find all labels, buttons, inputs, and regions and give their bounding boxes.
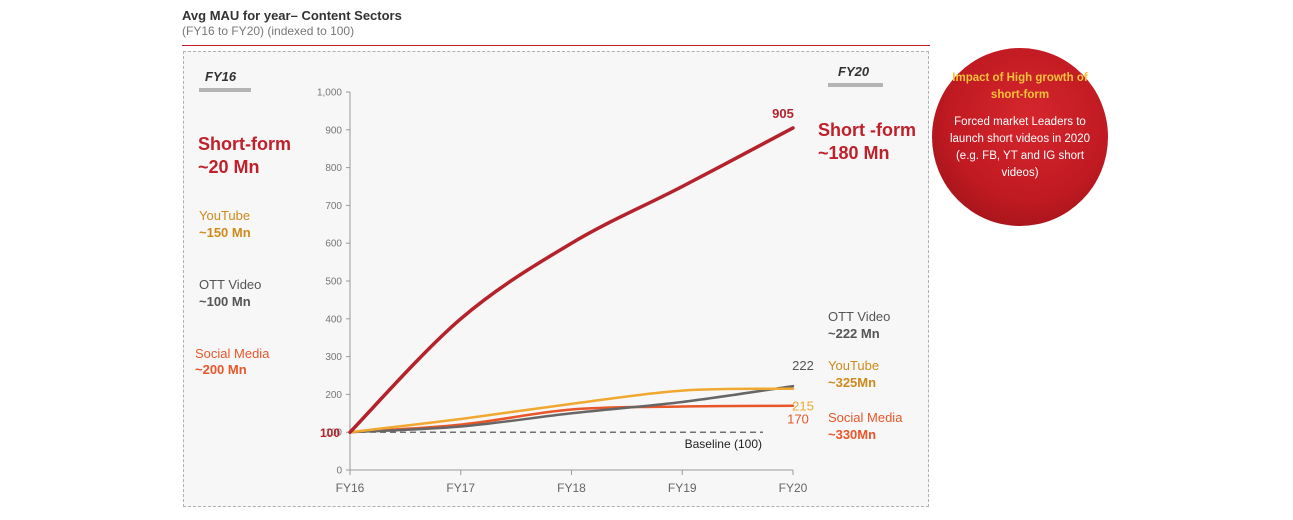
right-youtube-name: YouTube (828, 358, 880, 373)
period-end-bar (828, 83, 883, 87)
data-labels-group: 905 215 222 170 100 (320, 106, 814, 440)
start-value-label: 100 (320, 426, 340, 440)
callout-heading: Impact of High growth of short-form (952, 72, 1088, 101)
series-line-short_form (348, 126, 795, 434)
y-tick-label: 800 (325, 163, 342, 174)
chart-title: Avg MAU for year– Content Sectors (182, 8, 402, 23)
y-tick-label: 500 (325, 277, 342, 288)
period-start-bar (199, 88, 251, 92)
end-value-label-ott: 222 (792, 358, 814, 373)
title-divider (182, 45, 930, 46)
callout-body: Forced market Leaders to launch short vi… (949, 116, 1090, 179)
chart-frame (183, 51, 929, 507)
series-group (348, 126, 795, 434)
y-tick-label: 0 (336, 466, 342, 477)
left-youtube-name: YouTube (199, 208, 251, 223)
y-tick-label: 700 (325, 201, 342, 212)
impact-callout: Impact of High growth of short-form Forc… (932, 48, 1108, 226)
y-tick-label: 900 (325, 125, 342, 136)
y-tick-label: 1,000 (317, 88, 342, 99)
right-ott-value: ~222 Mn (828, 326, 880, 341)
x-tick-label: FY17 (446, 481, 475, 495)
x-tick-label: FY18 (557, 481, 586, 495)
y-tick-label: 100 (325, 428, 342, 439)
end-value-label-short_form: 905 (772, 106, 794, 121)
right-social-name: Social Media (828, 410, 903, 425)
left-social-name: Social Media (195, 346, 270, 361)
chart-subtitle: (FY16 to FY20) (indexed to 100) (182, 24, 355, 38)
series-line-ott (348, 384, 795, 434)
left-shortform-name: Short-form (198, 134, 291, 154)
right-shortform-name: Short -form (818, 120, 916, 140)
baseline-label: Baseline (100) (685, 437, 762, 451)
right-shortform-value: ~180 Mn (818, 143, 890, 163)
left-shortform-value: ~20 Mn (198, 157, 260, 177)
series-line-youtube (348, 387, 795, 434)
left-ott-value: ~100 Mn (199, 294, 251, 309)
baseline-group: Baseline (100) (350, 431, 763, 451)
right-youtube-value: ~325Mn (828, 375, 877, 390)
x-tick-label: FY20 (779, 481, 808, 495)
end-value-label-youtube: 215 (792, 399, 814, 414)
left-youtube-value: ~150 Mn (199, 225, 251, 240)
y-tick-label: 300 (325, 352, 342, 363)
period-start-label: FY16 (205, 69, 237, 84)
y-tick-label: 200 (325, 390, 342, 401)
chart-axes: 0 100 200 300 400 500 600 700 800 900 1,000 FY16 FY1… (317, 88, 808, 496)
period-end-label: FY20 (838, 64, 870, 79)
y-tick-label: 600 (325, 239, 342, 250)
x-tick-label: FY16 (336, 481, 365, 495)
left-social-value: ~200 Mn (195, 362, 247, 377)
x-tick-label: FY19 (668, 481, 697, 495)
left-ott-name: OTT Video (199, 277, 262, 292)
y-tick-label: 400 (325, 314, 342, 325)
right-ott-name: OTT Video (828, 309, 891, 324)
right-social-value: ~330Mn (828, 427, 877, 442)
end-value-label-social: 170 (787, 412, 809, 427)
